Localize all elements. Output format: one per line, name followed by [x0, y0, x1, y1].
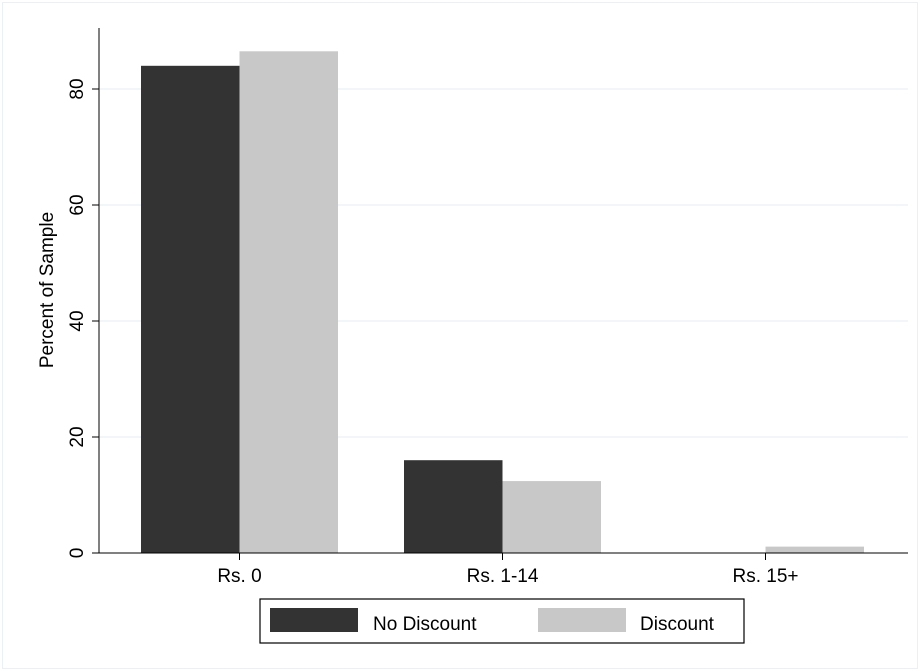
- bar-no-discount-rs-1-14: [404, 460, 503, 553]
- x-tick-label-1: Rs. 1-14: [467, 566, 539, 587]
- legend-label-no-discount: No Discount: [373, 614, 477, 635]
- bar-discount-rs-15: [765, 546, 864, 553]
- x-tick-label-2: Rs. 15+: [732, 566, 798, 587]
- bar-discount-rs-1-14: [502, 481, 601, 553]
- x-axis-ticks: Rs. 0 Rs. 1-14 Rs. 15+: [217, 553, 799, 587]
- legend-swatch-discount: [538, 608, 626, 632]
- bar-discount-rs-0: [239, 51, 338, 554]
- y-tick-label-40: 40: [67, 310, 88, 331]
- bars: [141, 51, 864, 554]
- y-tick-label-20: 20: [67, 426, 88, 447]
- legend-label-discount: Discount: [640, 614, 715, 635]
- y-axis-ticks: 0 20 40 60 80: [67, 78, 99, 558]
- y-tick-label-0: 0: [67, 548, 88, 559]
- y-tick-label-80: 80: [67, 78, 88, 99]
- legend-swatch-no-discount: [270, 608, 358, 632]
- y-tick-label-60: 60: [67, 194, 88, 215]
- legend: No Discount Discount: [259, 598, 745, 644]
- bar-no-discount-rs-0: [141, 65, 240, 554]
- y-axis-label: Percent of Sample: [37, 212, 58, 368]
- x-tick-label-0: Rs. 0: [217, 566, 261, 587]
- axes: [98, 28, 908, 554]
